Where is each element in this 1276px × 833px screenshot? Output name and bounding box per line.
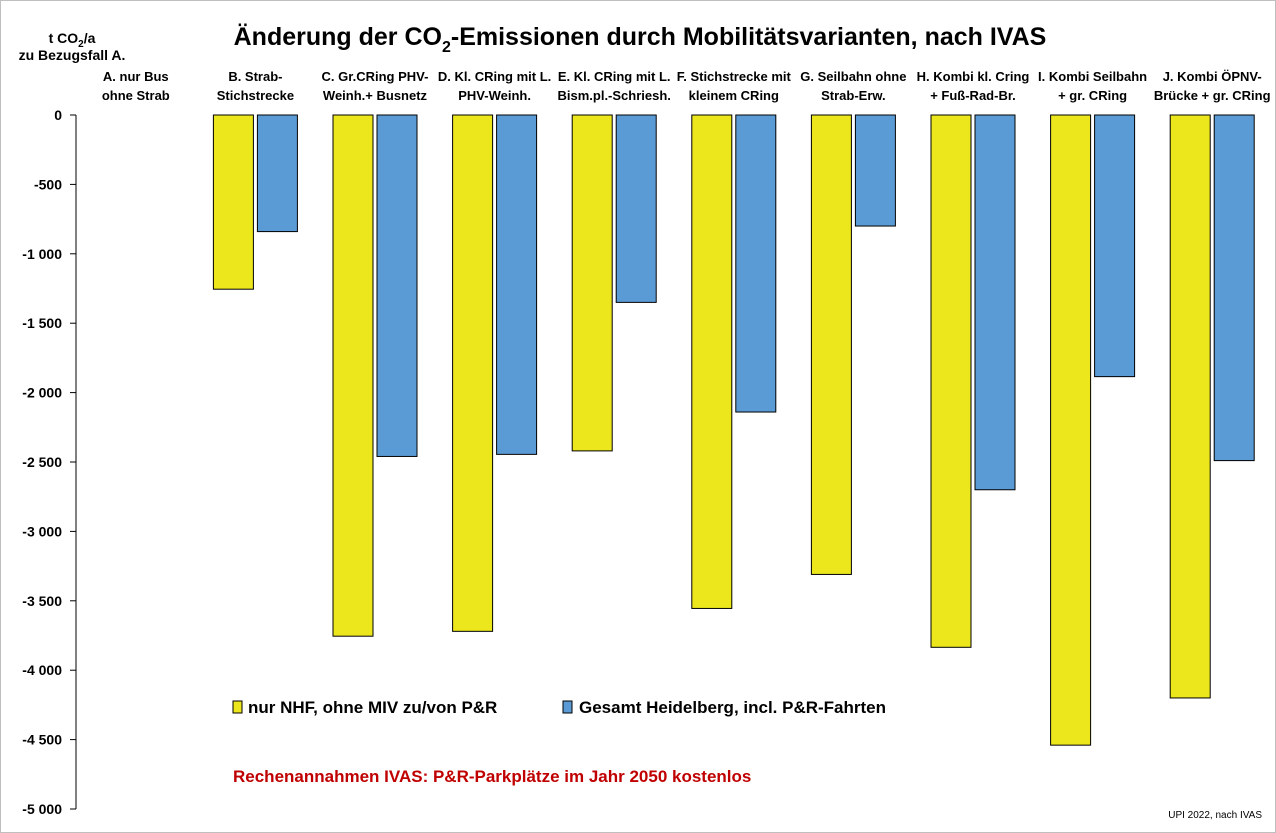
category-label: Strab-Erw.	[821, 88, 886, 103]
category-label: I. Kombi Seilbahn	[1038, 69, 1147, 84]
bar-nhf	[691, 114, 733, 609]
category-label: B. Strab-	[228, 69, 282, 84]
category-label: D. Kl. CRing mit L.	[438, 69, 551, 84]
bar-nhf	[810, 114, 852, 575]
plot-area: 0 -500 -1 000 -1 500 -2 000 -2 500 -3 000 -3 50…	[22, 69, 1270, 817]
category-label: E. Kl. CRing mit L.	[558, 69, 671, 84]
y-tick-label: -1 000	[22, 246, 62, 262]
y-tick-label: -500	[34, 176, 62, 192]
y-axis-reference-label: zu Bezugsfall A.	[19, 47, 126, 63]
category-label: J. Kombi ÖPNV-	[1163, 69, 1262, 84]
y-tick-label: -2 500	[22, 454, 62, 470]
y-tick-label: -4 000	[22, 662, 62, 678]
bar-gesamt	[376, 114, 418, 457]
y-axis-unit-label: t CO2/a	[49, 30, 96, 50]
bar-gesamt	[1213, 114, 1255, 462]
bar-nhf	[1050, 114, 1092, 746]
bar-nhf	[571, 114, 613, 452]
y-tick-label: -5 000	[22, 801, 62, 817]
y-tick-label: 0	[54, 107, 62, 123]
y-tick-label: -3 500	[22, 593, 62, 609]
category-label: C. Gr.CRing PHV-	[322, 69, 429, 84]
category-label: Bism.pl.-Schriesh.	[557, 88, 670, 103]
category-label: + gr. CRing	[1058, 88, 1127, 103]
bar-gesamt	[854, 114, 896, 227]
source-credit: UPI 2022, nach IVAS	[1168, 810, 1262, 821]
bar-gesamt	[974, 114, 1016, 491]
bar-gesamt	[735, 114, 777, 413]
bar-nhf	[332, 114, 374, 637]
category-label: F. Stichstrecke mit	[677, 69, 792, 84]
category-label: PHV-Weinh.	[458, 88, 531, 103]
category-label: G. Seilbahn ohne	[800, 69, 906, 84]
category-label: ohne Strab	[102, 88, 170, 103]
category-label: Brücke + gr. CRing	[1154, 88, 1271, 103]
chart-title: Änderung der CO2-Emissionen durch Mobili…	[234, 23, 1047, 56]
bar-gesamt	[1094, 114, 1136, 378]
category-label: kleinem CRing	[689, 88, 779, 103]
category-label: H. Kombi kl. Cring	[917, 69, 1030, 84]
bar-nhf	[1169, 114, 1211, 699]
legend-swatch-nhf	[232, 700, 243, 714]
bar-gesamt	[496, 114, 538, 455]
bar-nhf	[930, 114, 972, 648]
y-tick-label: -2 000	[22, 385, 62, 401]
category-label: A. nur Bus	[103, 69, 169, 84]
y-tick-label: -3 000	[22, 523, 62, 539]
legend-label-gesamt: Gesamt Heidelberg, incl. P&R-Fahrten	[579, 698, 886, 717]
category-label: Weinh.+ Busnetz	[323, 88, 428, 103]
category-label: Stichstrecke	[217, 88, 294, 103]
legend-label-nhf: nur NHF, ohne MIV zu/von P&R	[248, 698, 497, 717]
bar-nhf	[452, 114, 494, 632]
legend: nur NHF, ohne MIV zu/von P&R Gesamt Heid…	[232, 698, 886, 717]
y-tick-label: -4 500	[22, 732, 62, 748]
legend-swatch-gesamt	[562, 700, 573, 714]
bar-gesamt	[615, 114, 657, 303]
bar-nhf	[212, 114, 254, 290]
category-label: + Fuß-Rad-Br.	[930, 88, 1016, 103]
y-tick-label: -1 500	[22, 315, 62, 331]
bar-gesamt	[256, 114, 298, 233]
assumption-note: Rechenannahmen IVAS: P&R-Parkplätze im J…	[233, 767, 751, 786]
